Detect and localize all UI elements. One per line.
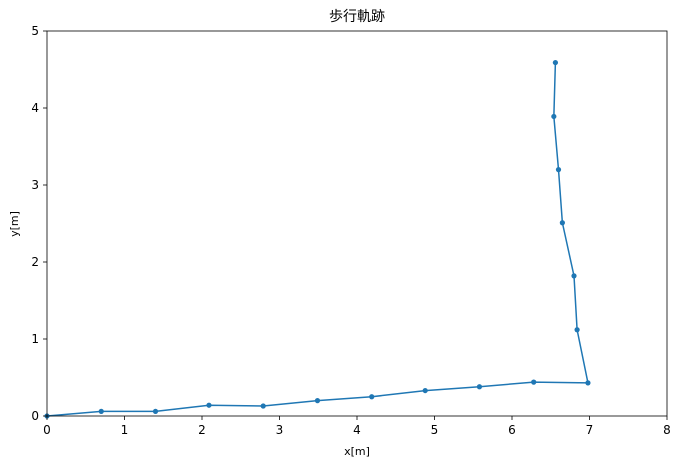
data-point <box>152 408 159 414</box>
y-axis-label: y[m] <box>8 211 21 237</box>
x-tick-label: 2 <box>198 423 206 437</box>
data-point <box>555 167 562 173</box>
y-axis: 0 1 2 3 4 5 <box>31 24 47 423</box>
y-tick-label: 3 <box>31 178 39 192</box>
x-tick-label: 4 <box>353 423 361 437</box>
x-tick-label: 7 <box>586 423 594 437</box>
y-tick-label: 5 <box>31 24 39 38</box>
y-tick-label: 2 <box>31 255 39 269</box>
data-point <box>531 379 537 385</box>
x-tick-label: 8 <box>663 423 671 437</box>
x-tick-label: 1 <box>121 423 129 437</box>
chart-title: 歩行軌跡 <box>329 9 385 25</box>
series-layer <box>44 59 591 419</box>
data-point <box>559 220 565 226</box>
x-tick-label: 5 <box>431 423 439 437</box>
data-point <box>571 273 577 279</box>
plot-area <box>47 31 667 416</box>
y-tick-label: 0 <box>31 409 39 423</box>
data-point <box>585 380 591 386</box>
x-axis-label: x[m] <box>344 445 370 458</box>
data-point <box>476 384 483 390</box>
y-tick-label: 1 <box>31 332 39 346</box>
data-point <box>551 113 557 120</box>
data-point <box>369 394 375 400</box>
data-point <box>314 398 321 404</box>
data-point <box>98 408 104 414</box>
x-tick-label: 6 <box>508 423 516 437</box>
x-tick-label: 3 <box>276 423 284 437</box>
x-tick-label: 0 <box>43 423 51 437</box>
y-tick-label: 4 <box>31 101 39 115</box>
data-point <box>574 327 580 333</box>
data-point <box>552 59 559 66</box>
x-axis: 0 1 2 3 4 5 6 7 8 <box>43 416 671 437</box>
data-point <box>422 387 428 394</box>
data-point <box>206 402 212 408</box>
data-point <box>260 403 266 409</box>
